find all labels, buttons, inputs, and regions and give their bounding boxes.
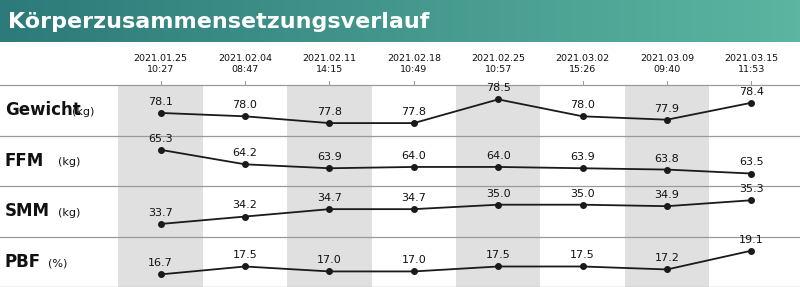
Text: 2021.02.25
10:57: 2021.02.25 10:57	[471, 54, 526, 74]
Text: 17.5: 17.5	[570, 251, 595, 260]
Text: 35.0: 35.0	[570, 189, 595, 199]
Bar	[456, 85, 541, 287]
Text: 63.9: 63.9	[570, 152, 595, 162]
Text: (kg): (kg)	[58, 157, 80, 167]
Text: (kg): (kg)	[58, 208, 80, 218]
Text: SMM: SMM	[5, 202, 50, 220]
Text: 78.5: 78.5	[486, 83, 510, 93]
Text: 35.3: 35.3	[739, 184, 764, 194]
Text: 77.9: 77.9	[654, 104, 679, 114]
Text: 78.4: 78.4	[739, 87, 764, 97]
Text: 2021.01.25
10:27: 2021.01.25 10:27	[134, 54, 187, 74]
Text: 2021.02.11
14:15: 2021.02.11 14:15	[302, 54, 357, 74]
Text: 16.7: 16.7	[148, 258, 173, 268]
Text: PBF: PBF	[5, 253, 41, 271]
Text: Gewicht: Gewicht	[5, 102, 81, 119]
Text: 17.5: 17.5	[233, 251, 258, 260]
Text: 34.7: 34.7	[317, 193, 342, 203]
Text: 17.0: 17.0	[317, 255, 342, 265]
Text: (kg): (kg)	[72, 107, 94, 117]
Bar	[625, 85, 710, 287]
Text: 34.7: 34.7	[402, 193, 426, 203]
Text: (%): (%)	[48, 258, 67, 268]
Bar	[118, 85, 203, 287]
Text: 63.5: 63.5	[739, 158, 764, 168]
Text: 65.3: 65.3	[148, 134, 173, 144]
Text: 77.8: 77.8	[317, 107, 342, 117]
Text: 2021.02.18
10:49: 2021.02.18 10:49	[387, 54, 441, 74]
Text: 2021.03.09
09:40: 2021.03.09 09:40	[640, 54, 694, 74]
Text: 34.2: 34.2	[233, 201, 258, 210]
Text: 19.1: 19.1	[739, 235, 764, 245]
Text: Körperzusammensetzungsverlauf: Körperzusammensetzungsverlauf	[8, 12, 430, 32]
Text: 78.0: 78.0	[570, 100, 595, 110]
Text: 34.9: 34.9	[654, 190, 679, 200]
Text: 2021.03.15
11:53: 2021.03.15 11:53	[724, 54, 778, 74]
Text: 17.5: 17.5	[486, 251, 510, 260]
Text: FFM: FFM	[5, 152, 44, 170]
Text: 78.0: 78.0	[233, 100, 258, 110]
Text: 63.9: 63.9	[317, 152, 342, 162]
Text: 17.0: 17.0	[402, 255, 426, 265]
Text: 35.0: 35.0	[486, 189, 510, 199]
Text: 33.7: 33.7	[148, 208, 173, 218]
Text: 64.0: 64.0	[402, 151, 426, 161]
Text: 78.1: 78.1	[148, 97, 173, 107]
Text: 64.0: 64.0	[486, 151, 510, 161]
Text: 63.8: 63.8	[654, 154, 679, 164]
Text: 77.8: 77.8	[402, 107, 426, 117]
Text: 2021.03.02
15:26: 2021.03.02 15:26	[555, 54, 610, 74]
Text: 2021.02.04
08:47: 2021.02.04 08:47	[218, 54, 272, 74]
Bar	[287, 85, 371, 287]
Text: 64.2: 64.2	[233, 148, 258, 158]
Text: 17.2: 17.2	[654, 253, 679, 263]
